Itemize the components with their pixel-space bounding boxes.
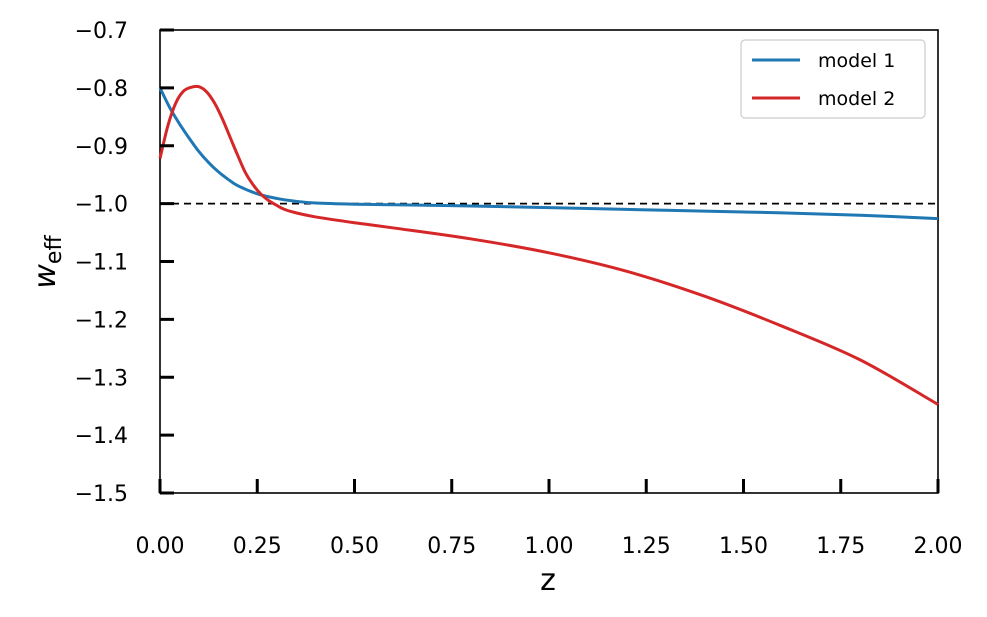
legend-label-model-2: model 2 bbox=[818, 88, 895, 110]
y-axis-ticks: −0.7 −0.8 −0.9 −1.0 −1.1 −1.2 −1.3 −1.4 −1.5 bbox=[75, 19, 174, 507]
y-tick-label: −1.5 bbox=[75, 482, 128, 507]
series-line-model-1 bbox=[158, 87, 939, 221]
y-tick-label: −1.2 bbox=[75, 308, 128, 333]
y-tick-label: −1.3 bbox=[75, 366, 128, 391]
x-axis-label: z bbox=[540, 563, 556, 598]
x-tick-label: 1.50 bbox=[719, 534, 768, 559]
x-axis-ticks: 0.00 0.25 0.50 0.75 1.00 1.25 1.50 1.75 2.00 bbox=[136, 479, 963, 559]
y-tick-label: −1.0 bbox=[75, 193, 128, 218]
x-tick-label: 1.75 bbox=[816, 534, 865, 559]
x-tick-label: 1.25 bbox=[622, 534, 671, 559]
x-tick-label: 0.00 bbox=[136, 534, 185, 559]
y-tick-label: −0.9 bbox=[75, 135, 128, 160]
x-tick-label: 0.50 bbox=[330, 534, 379, 559]
y-tick-label: −1.4 bbox=[75, 424, 128, 449]
series-layer bbox=[158, 84, 939, 406]
y-axis-label-main: w bbox=[28, 264, 63, 289]
legend: model 1 model 2 bbox=[740, 39, 926, 119]
y-tick-label: −1.1 bbox=[75, 251, 128, 276]
y-tick-label: −0.8 bbox=[75, 77, 128, 102]
y-axis-label-subscript: eff bbox=[42, 235, 67, 265]
x-tick-label: 2.00 bbox=[914, 534, 963, 559]
x-tick-label: 0.25 bbox=[233, 534, 282, 559]
x-tick-label: 0.75 bbox=[427, 534, 476, 559]
y-tick-label: −0.7 bbox=[75, 19, 128, 44]
series-line-model-2 bbox=[158, 84, 939, 406]
y-axis-label: weff bbox=[28, 235, 67, 289]
x-tick-label: 1.00 bbox=[525, 534, 574, 559]
legend-label-model-1: model 1 bbox=[818, 50, 895, 72]
